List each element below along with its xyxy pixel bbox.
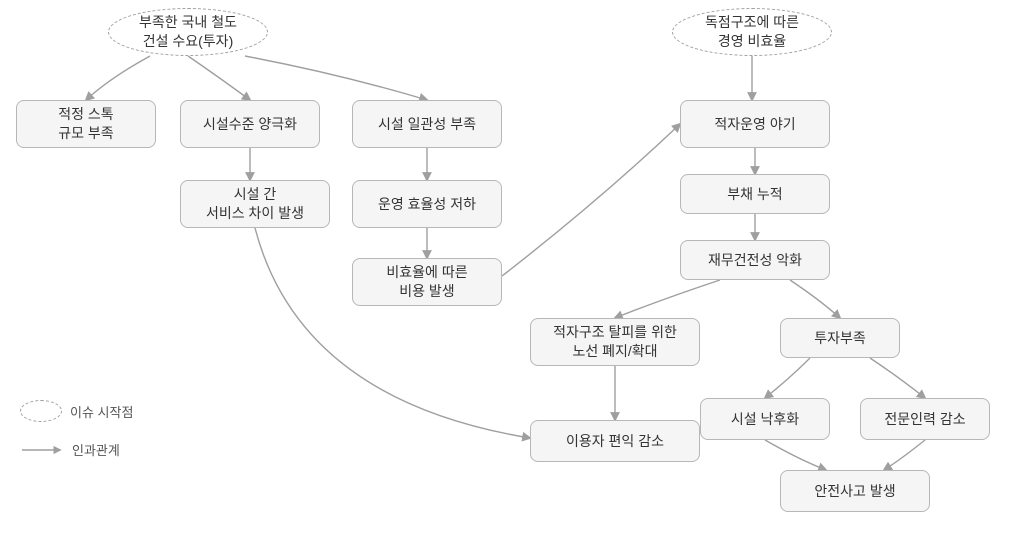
- node-n14: 이용자 편익 감소: [530, 420, 700, 462]
- edge-start1-n1: [86, 56, 150, 100]
- edge-n8-n4: [502, 124, 680, 276]
- node-n9: 재무건전성 악화: [680, 240, 830, 280]
- edge-n9-n10: [615, 280, 720, 318]
- node-start2: 독점구조에 따른 경영 비효율: [672, 8, 832, 56]
- node-n4: 적자운영 야기: [680, 100, 830, 148]
- node-n8: 비효율에 따른 비용 발생: [352, 258, 502, 306]
- node-n12: 시설 낙후화: [700, 398, 830, 440]
- node-n10: 적자구조 탈피를 위한 노선 폐지/확대: [530, 318, 700, 366]
- legend-causal-edge: 인과관계: [20, 440, 120, 459]
- edge-n13-n15: [884, 440, 925, 470]
- node-n11: 투자부족: [780, 318, 900, 358]
- node-n13: 전문인력 감소: [860, 398, 990, 440]
- diagram-canvas: 부족한 국내 철도 건설 수요(투자) 독점구조에 따른 경영 비효율적정 스톡 …: [0, 0, 1012, 537]
- edge-n9-n11: [790, 280, 840, 318]
- node-n15: 안전사고 발생: [780, 470, 930, 512]
- edge-n12-n15: [765, 440, 826, 470]
- legend-ellipse-icon: [20, 400, 62, 422]
- edges-layer: [0, 0, 1012, 537]
- node-n6: 운영 효율성 저하: [352, 180, 502, 228]
- node-n1: 적정 스톡 규모 부족: [16, 100, 156, 148]
- edge-start1-n3: [245, 56, 427, 100]
- legend-start-point: 이슈 시작점: [20, 400, 133, 422]
- node-n2: 시설수준 양극화: [180, 100, 320, 148]
- node-start1: 부족한 국내 철도 건설 수요(투자): [108, 8, 268, 56]
- legend-edge-label: 인과관계: [72, 440, 120, 459]
- node-n5: 시설 간 서비스 차이 발생: [180, 180, 330, 228]
- edge-start1-n2: [188, 56, 250, 100]
- node-n3: 시설 일관성 부족: [352, 100, 502, 148]
- legend-arrow-icon: [20, 443, 64, 457]
- edge-n11-n13: [870, 358, 925, 398]
- legend-start-label: 이슈 시작점: [70, 402, 133, 421]
- edge-n11-n12: [765, 358, 810, 398]
- node-n7: 부채 누적: [680, 174, 830, 214]
